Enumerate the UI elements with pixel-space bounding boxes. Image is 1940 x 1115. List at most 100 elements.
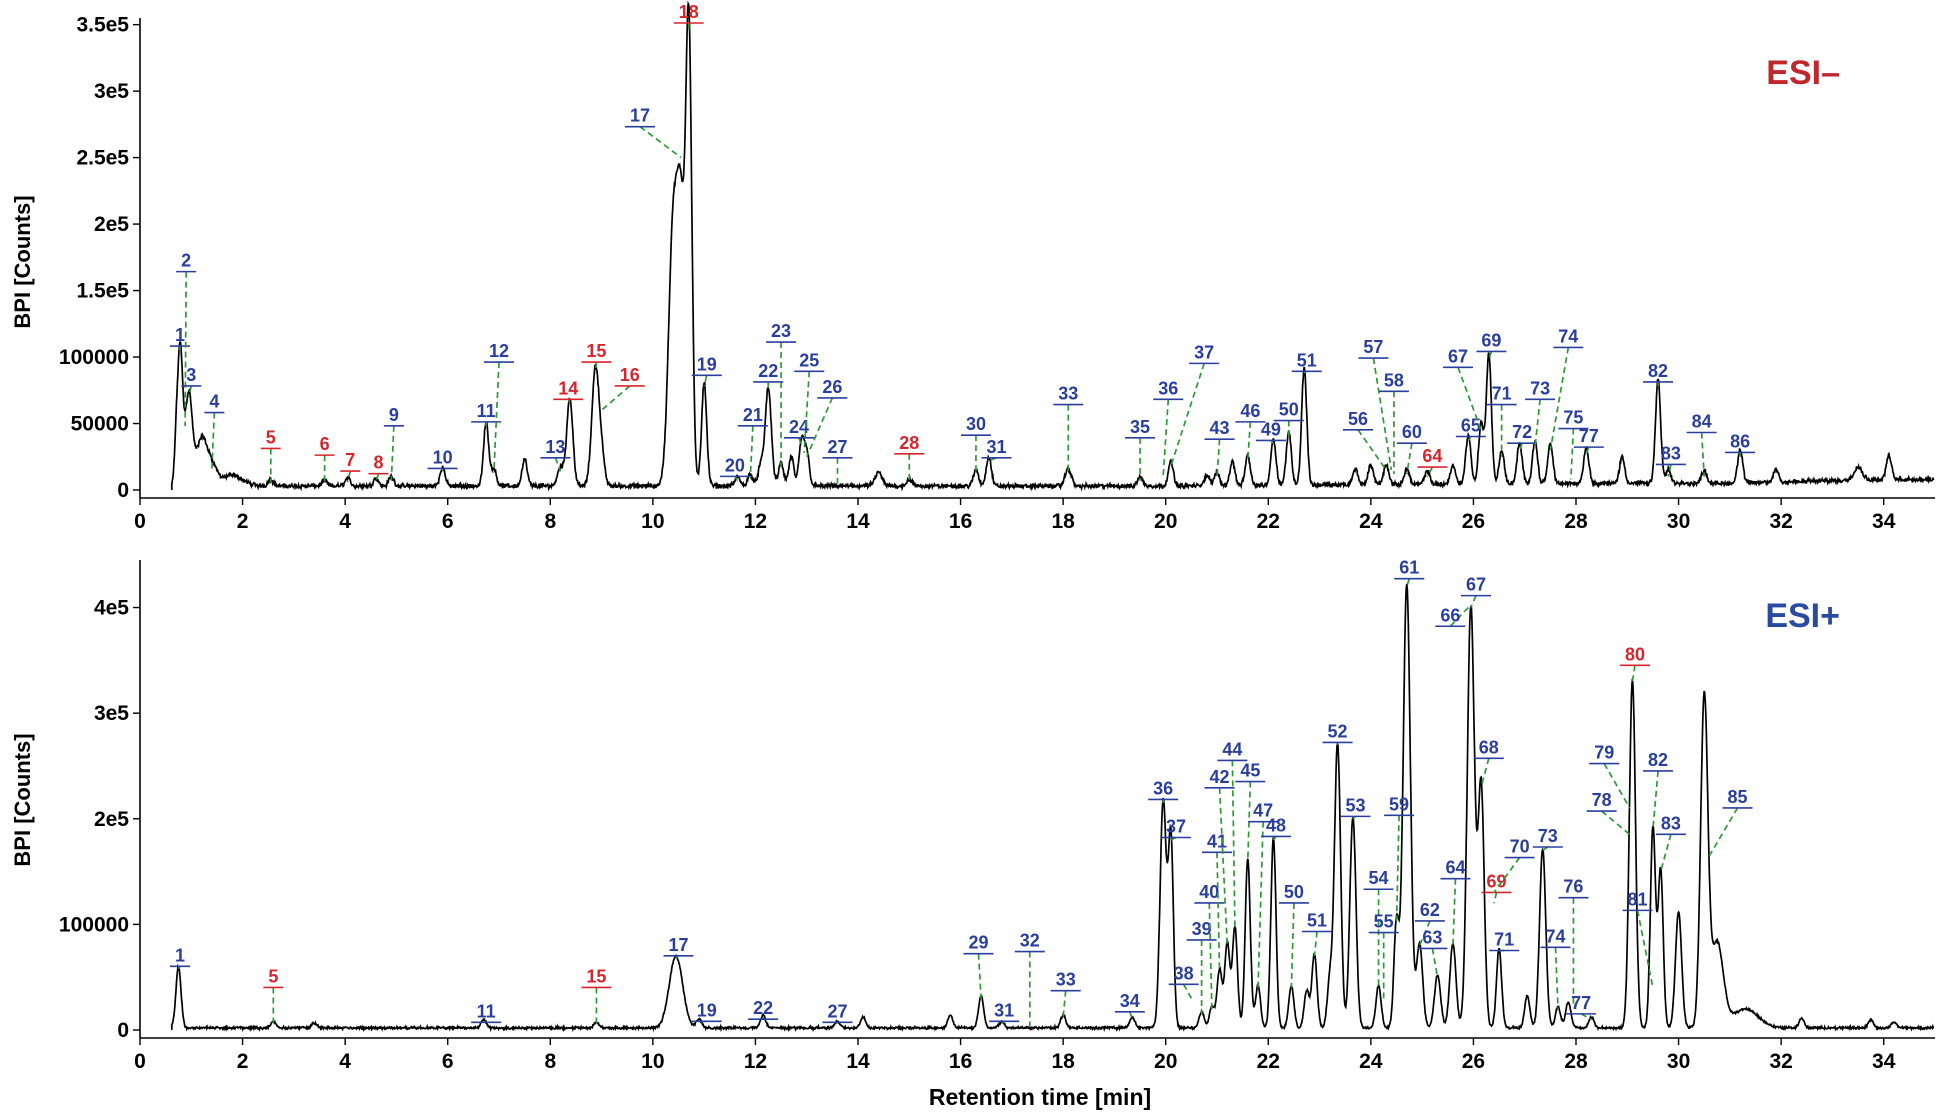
esi-plus-x-tick-label: 18 [1051,1050,1075,1073]
esi-plus-x-tick-label: 28 [1564,1050,1588,1073]
esi-minus-peak-leader [1216,439,1221,477]
esi-plus-peak-leader [1631,665,1636,682]
esi-plus-peak-leader [1290,902,1295,988]
esi-minus-y-tick-label: 3.5e5 [76,14,129,37]
esi-plus-peak-label: 44 [1222,739,1242,759]
esi-plus-peak-label: 69 [1486,871,1506,891]
esi-minus-peak-label: 65 [1461,415,1481,435]
esi-plus-peak-label: 74 [1545,926,1565,946]
esi-plus-x-tick-label: 2 [237,1050,249,1073]
esi-plus-x-tick-label: 14 [846,1050,870,1073]
esi-minus-x-tick-label: 32 [1769,510,1792,533]
esi-plus-peak-label: 85 [1728,787,1748,807]
esi-plus-peak-label: 37 [1166,816,1186,836]
esi-minus-y-tick-label: 50000 [71,413,129,436]
esi-plus-peak-leader [1216,852,1221,972]
esi-plus-x-tick-label: 22 [1257,1050,1280,1073]
esi-plus-peak-label: 73 [1538,826,1558,846]
esi-minus-peak-leader [1667,464,1672,477]
esi-plus-peak-leader [1218,787,1229,946]
esi-minus-peak-label: 20 [725,455,745,475]
esi-minus-x-tick-label: 22 [1257,510,1280,533]
esi-minus-peak-label: 75 [1563,408,1583,428]
esi-plus-peak-label: 48 [1266,815,1286,835]
esi-plus-peak-label: 32 [1020,931,1040,951]
esi-minus-peak-label: 37 [1194,342,1214,362]
esi-minus-title: ESI– [1766,54,1840,92]
esi-plus-peak-leader [1554,947,1559,1009]
esi-minus-peak-label: 26 [822,377,842,397]
esi-minus-peak-leader [1405,443,1413,475]
esi-minus-x-tick-label: 12 [744,510,767,533]
esi-plus-y-tick-label: 4e5 [94,597,129,620]
esi-minus-peak-label: 1 [175,325,185,345]
esi-minus-peak-leader [1357,429,1387,471]
esi-plus-peak-label: 42 [1210,767,1230,787]
esi-plus-peak-label: 29 [969,933,989,953]
esi-plus-peak-leader [1246,781,1252,862]
esi-plus-peak-leader [1313,931,1318,957]
esi-plus-peak-leader [1395,815,1400,925]
esi-minus-peak-label: 22 [758,361,778,381]
esi-minus-peak-leader [346,470,352,483]
esi-plus-x-tick-label: 24 [1359,1050,1383,1073]
esi-plus-peak-leader [1659,834,1672,872]
esi-plus-peak-leader [1493,892,1498,904]
esi-minus-peak-label: 73 [1530,378,1550,398]
esi-plus-peak-leader [1231,760,1236,930]
esi-plus-y-tick-label: 0 [117,1019,129,1042]
esi-minus-x-tick-label: 8 [544,510,556,533]
esi-minus-y-tick-label: 1.5e5 [76,280,129,303]
esi-plus-peak-leader [1405,578,1411,587]
esi-plus-peak-label: 61 [1399,558,1419,578]
esi-plus-peak-leader [1452,878,1457,946]
esi-minus-peak-label: 86 [1730,431,1750,451]
esi-plus-x-tick-label: 10 [641,1050,664,1073]
esi-minus-chart: BPI [Counts] 0 50000 100000 1.5e5 2e5 2.5e5 3e… [10,0,1935,533]
esi-plus-peak-leader [1603,763,1631,809]
esi-plus-y-tick-label: 2e5 [94,808,129,831]
esi-minus-peak-label: 50 [1279,400,1299,420]
esi-minus-peak-leader [805,397,834,458]
esi-minus-peak-leader [493,362,500,473]
esi-plus-y-tick-label: 100000 [59,913,129,936]
esi-minus-peak-label: 18 [679,2,699,22]
esi-minus-peak-leader [803,371,811,453]
esi-minus-peak-label: 25 [799,350,819,370]
esi-minus-trace [170,0,1935,492]
esi-minus-peak-label: 8 [373,453,383,473]
esi-plus-x-tick-label: 4 [339,1050,351,1073]
esi-plus-x-tick-label: 26 [1462,1050,1485,1073]
esi-minus-y-tick-label: 100000 [59,346,129,369]
esi-plus-peak-label: 77 [1571,993,1591,1013]
esi-plus-chart: BPI [Counts] Retention time [min] 0 10000… [10,558,1935,1110]
esi-plus-x-tick-label: 32 [1769,1050,1792,1073]
esi-minus-x-tick-label: 2 [237,510,249,533]
esi-minus-x-tick-label: 18 [1051,510,1075,533]
esi-plus-peak-label: 40 [1199,882,1219,902]
esi-plus-peak-leader [1636,910,1654,988]
esi-minus-peak-leader [390,425,395,481]
esi-plus-peak-leader [1431,948,1439,978]
esi-minus-peak-label: 43 [1210,418,1230,438]
esi-plus-peak-label: 55 [1374,912,1394,932]
esi-minus-peak-leader [1585,446,1590,455]
esi-plus-peak-label: 1 [175,945,185,965]
esi-plus-peak-leader [1708,807,1739,857]
esi-plus-peak-label: 47 [1253,801,1273,821]
esi-minus-peak-label: 15 [586,341,606,361]
esi-plus-peak-label: 62 [1420,900,1440,920]
esi-minus-peak-leader [1487,351,1493,360]
esi-minus-peak-label: 24 [789,417,809,437]
esi-minus-peak-leader [375,473,380,483]
esi-plus-peak-label: 63 [1422,927,1442,947]
esi-plus-peak-leader [1493,857,1521,894]
esi-minus-peak-label: 19 [697,354,717,374]
esi-plus-peak-label: 52 [1328,721,1348,741]
esi-plus-x-tick-label: 16 [949,1050,972,1073]
esi-plus-peak-leader [1208,902,1213,1009]
esi-minus-peak-leader [703,375,708,387]
esi-minus-peak-leader [749,425,754,479]
esi-minus-peak-label: 11 [477,401,496,421]
